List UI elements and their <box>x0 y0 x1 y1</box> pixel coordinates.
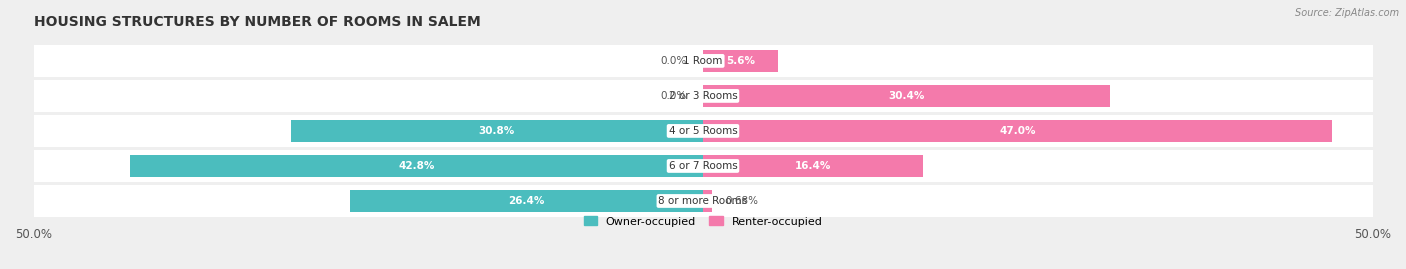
Text: 42.8%: 42.8% <box>398 161 434 171</box>
Text: 0.68%: 0.68% <box>725 196 758 206</box>
Text: 16.4%: 16.4% <box>794 161 831 171</box>
Bar <box>703 190 711 212</box>
Text: 0.0%: 0.0% <box>661 56 688 66</box>
Text: 0.0%: 0.0% <box>661 91 688 101</box>
Text: 30.8%: 30.8% <box>478 126 515 136</box>
Bar <box>703 50 778 72</box>
Text: 8 or more Rooms: 8 or more Rooms <box>658 196 748 206</box>
Bar <box>129 155 703 177</box>
Text: 5.6%: 5.6% <box>725 56 755 66</box>
Text: 26.4%: 26.4% <box>508 196 544 206</box>
Text: 47.0%: 47.0% <box>1000 126 1036 136</box>
Bar <box>34 80 1372 112</box>
Bar <box>350 190 703 212</box>
Text: Source: ZipAtlas.com: Source: ZipAtlas.com <box>1295 8 1399 18</box>
Text: 6 or 7 Rooms: 6 or 7 Rooms <box>669 161 737 171</box>
Legend: Owner-occupied, Renter-occupied: Owner-occupied, Renter-occupied <box>579 212 827 231</box>
Bar <box>34 115 1372 147</box>
Bar <box>34 150 1372 182</box>
Bar <box>291 120 703 142</box>
Text: 1 Room: 1 Room <box>683 56 723 66</box>
Bar <box>703 155 922 177</box>
Bar <box>34 45 1372 77</box>
Bar <box>34 185 1372 217</box>
Text: 4 or 5 Rooms: 4 or 5 Rooms <box>669 126 737 136</box>
Bar <box>703 120 1333 142</box>
Text: 30.4%: 30.4% <box>889 91 925 101</box>
Text: 2 or 3 Rooms: 2 or 3 Rooms <box>669 91 737 101</box>
Text: HOUSING STRUCTURES BY NUMBER OF ROOMS IN SALEM: HOUSING STRUCTURES BY NUMBER OF ROOMS IN… <box>34 15 481 29</box>
Bar <box>703 85 1111 107</box>
